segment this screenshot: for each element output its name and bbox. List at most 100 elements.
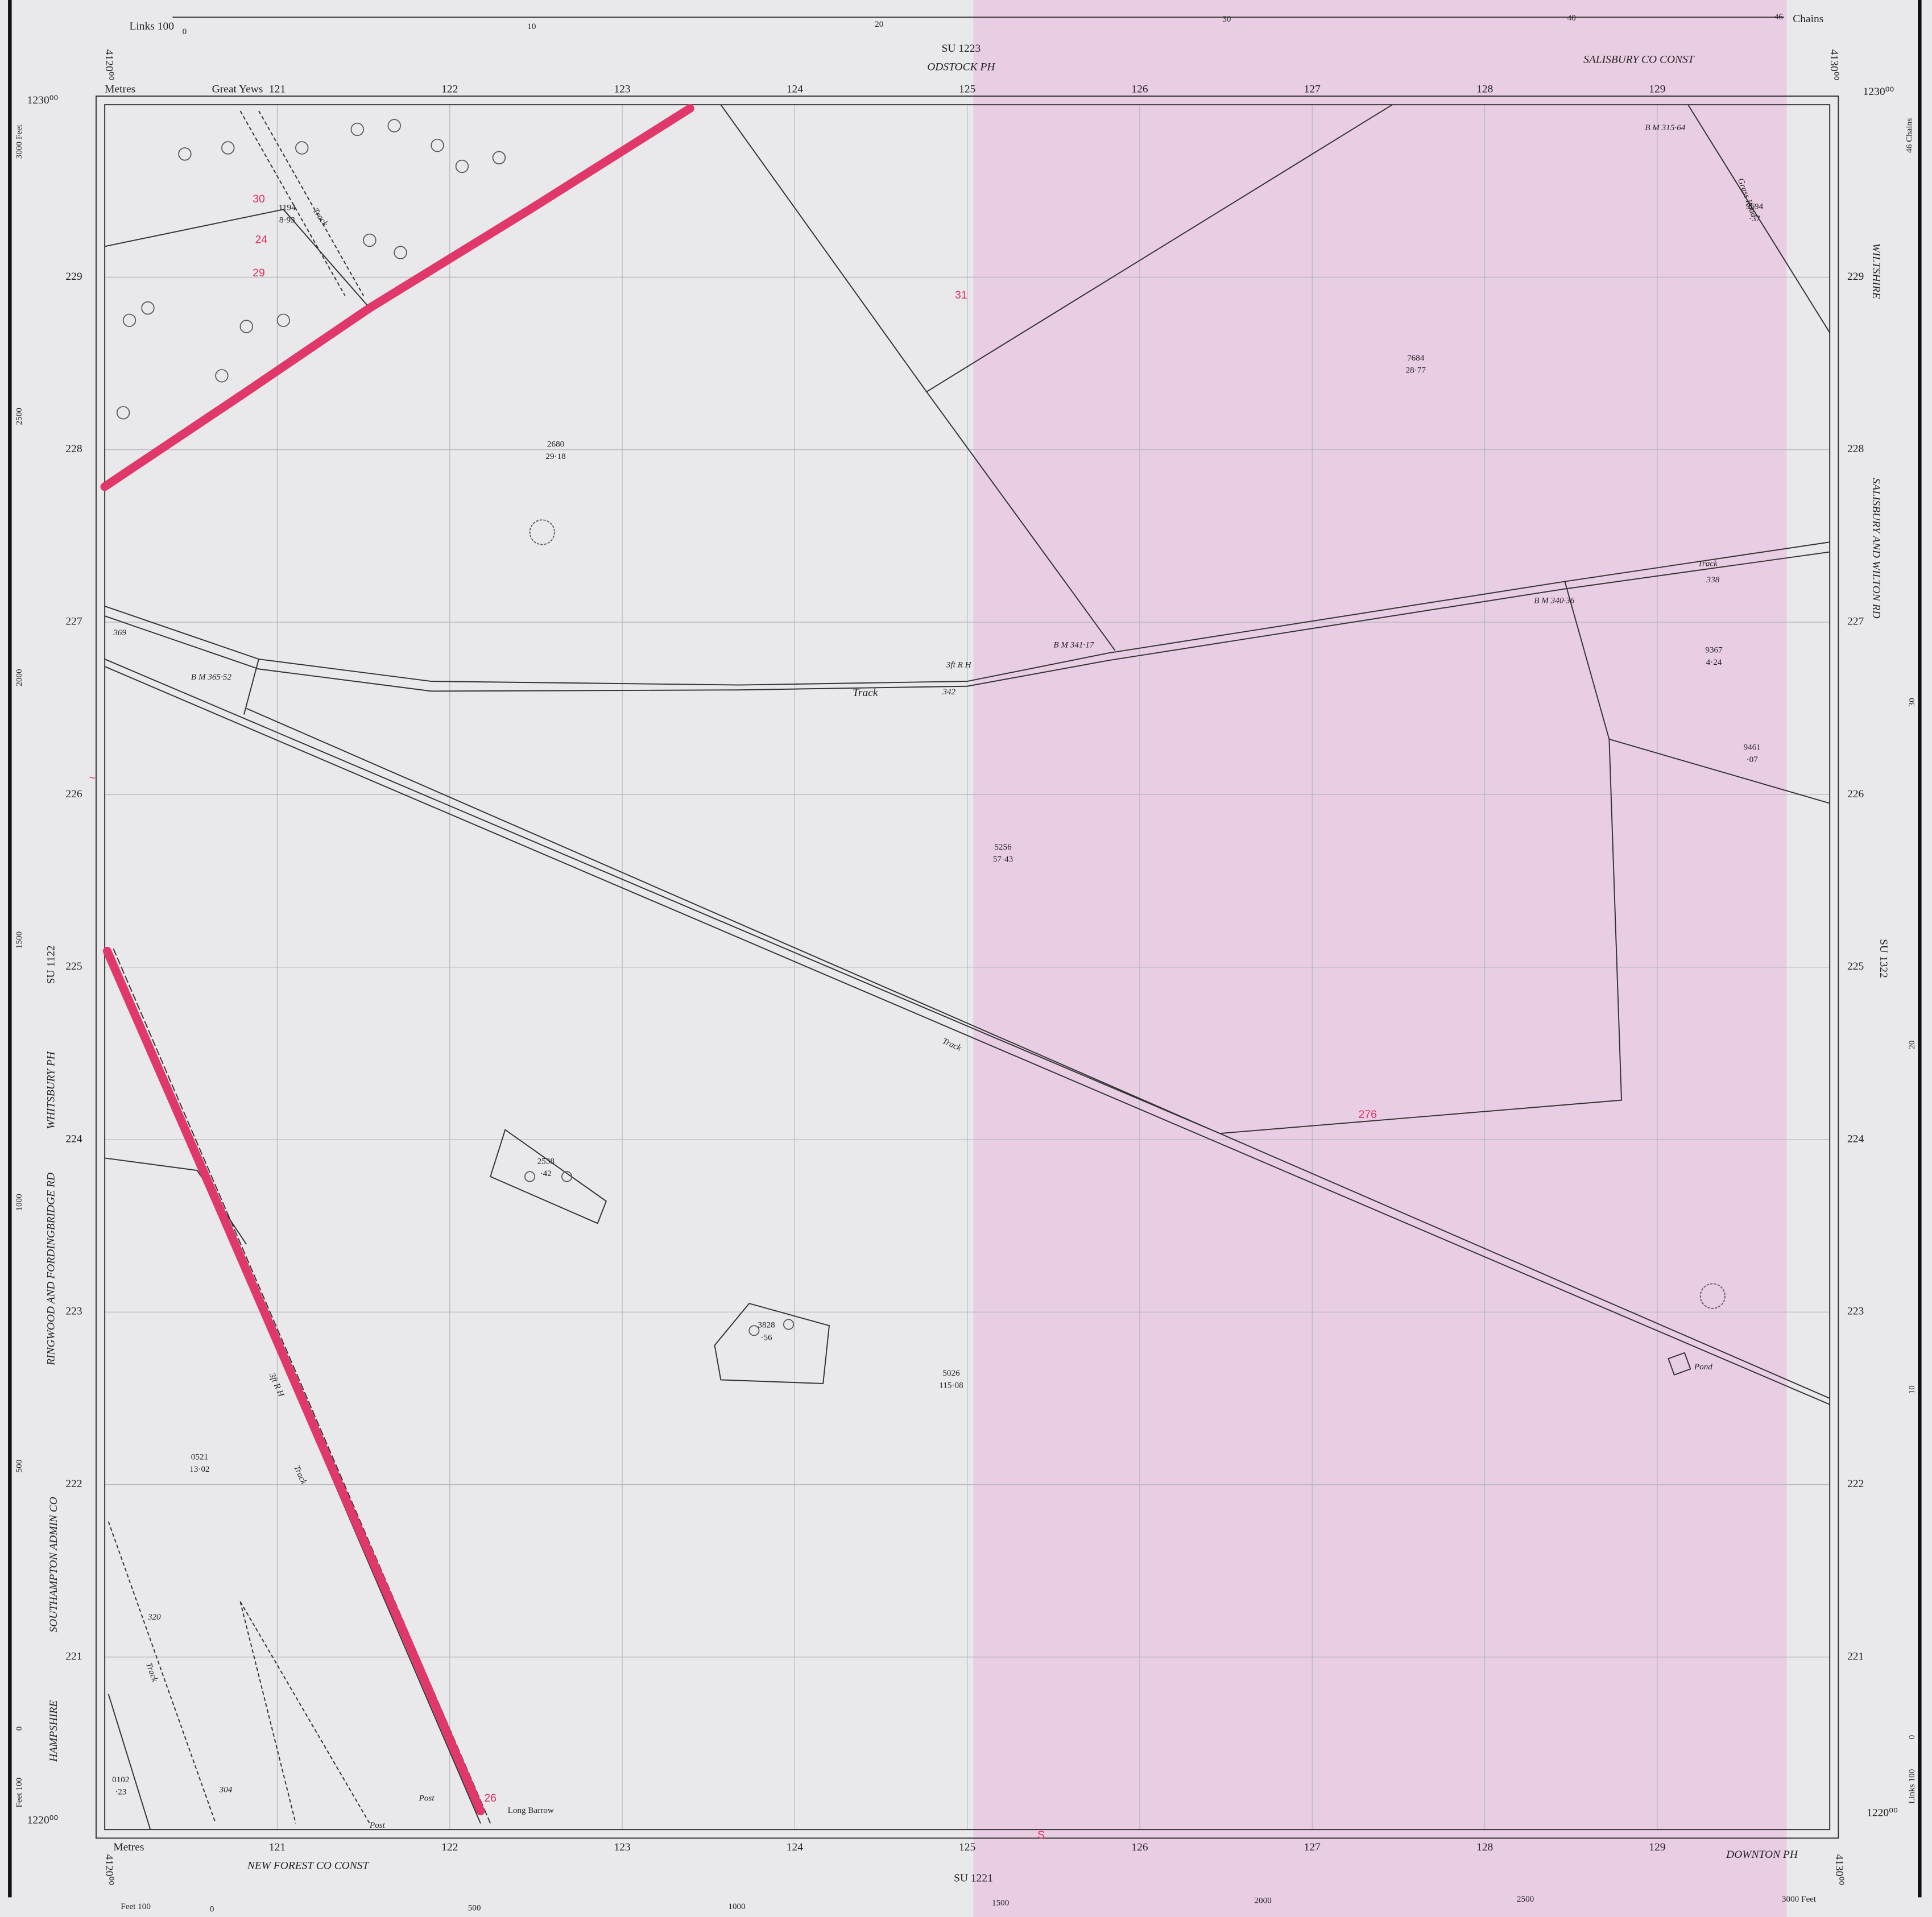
northing-label: 223 (65, 1306, 82, 1318)
scale-tick: 30 (1222, 14, 1231, 24)
highlight-overlay (973, 0, 1787, 1917)
northing-label: 221 (1847, 1650, 1864, 1662)
parcel-area: ·37 (1749, 214, 1761, 223)
scale-tick: 1000 (728, 1902, 745, 1911)
easting-label: 129 (1649, 1841, 1665, 1853)
scale-tick: 0 (1907, 1735, 1917, 1740)
handwritten-mark: S (1037, 1829, 1045, 1841)
parcel-number: 0102 (112, 1775, 129, 1784)
parcels: 1194 8·93 2680 29·18 7684 28·77 5256 57·43 9367 4… (112, 201, 1763, 1796)
northing-label: 224 (1847, 1133, 1864, 1145)
scale-label: 3000 Feet (14, 124, 24, 159)
scale-tick: 2000 (14, 669, 24, 686)
outer-frame (96, 96, 1839, 1839)
parish-label: WHITSBURY PH (45, 1051, 57, 1129)
parish-label: ODSTOCK PH (927, 61, 995, 73)
scale-tick: 0 (210, 1904, 214, 1914)
parcel-area: 57·43 (993, 855, 1013, 864)
northing-label: 227 (65, 616, 82, 628)
scale-tick: 20 (875, 19, 883, 29)
parcel-area: ·07 (1747, 755, 1759, 764)
northing-label: 221 (65, 1650, 82, 1662)
benchmark: B M 315·64 (1645, 123, 1686, 133)
parcel-number: 9694 (1746, 201, 1764, 211)
northing-label: 228 (1847, 443, 1864, 455)
scale-tick: 2000 (1254, 1895, 1271, 1905)
feature-label: Post (369, 1820, 386, 1830)
corner-label: 4120⁰⁰ (103, 49, 115, 81)
easting-label: 122 (441, 84, 458, 96)
easting-label: 125 (959, 1841, 975, 1853)
parcel-number: 3828 (758, 1320, 775, 1330)
easting-label: 121 (269, 84, 286, 96)
scale-tick: 20 (1907, 1041, 1917, 1049)
sheet-label: SU 1221 (954, 1872, 993, 1884)
parcel-area: 115·08 (939, 1381, 963, 1390)
parcel-area: ·23 (115, 1787, 126, 1797)
handwritten-number: 26 (484, 1792, 497, 1804)
track-label: Track (1698, 559, 1718, 569)
scale-tick: 2500 (14, 408, 24, 425)
parcel-number: 1194 (279, 203, 296, 213)
easting-label: 124 (787, 84, 803, 96)
sheet-label: SU 1322 (1877, 939, 1889, 978)
scale-tick: 0 (14, 1726, 24, 1731)
northing-label: 229 (1847, 271, 1864, 283)
map-frame (104, 104, 1831, 1831)
label: Links 100 (129, 20, 173, 32)
northing-label: 227 (1847, 616, 1864, 628)
place-label: Great Yews (212, 84, 263, 96)
feature-label: Pond (1694, 1362, 1712, 1372)
field-boundaries (104, 104, 1831, 1830)
corner-label: 1220⁰⁰ (1867, 1807, 1898, 1819)
scale-tick: 500 (14, 1460, 24, 1473)
spot-height: 304 (219, 1784, 233, 1794)
corner-label: 4130⁰⁰ (1828, 49, 1840, 81)
easting-label: 127 (1304, 1841, 1321, 1853)
scale-tick: 1500 (992, 1898, 1009, 1908)
corner-label: 4120⁰⁰ (103, 1854, 115, 1886)
benchmark: B M 341·17 (1053, 640, 1095, 650)
track-label: Track (853, 687, 878, 699)
northing-label: 226 (65, 788, 82, 800)
parcel-number: 7684 (1407, 353, 1425, 363)
easting-label: 128 (1476, 84, 1493, 96)
northing-label: 223 (1847, 1306, 1864, 1318)
grid: 121 121 122 122 123 123 124 124 125 125 126 126 127 1… (65, 84, 1864, 1854)
northing-label: 226 (1847, 788, 1864, 800)
district-label: RINGWOOD AND FORDINGBRIDGE RD (45, 1173, 57, 1366)
corner-label: 4130⁰⁰ (1833, 1854, 1845, 1886)
corner-label: 1220⁰⁰ (27, 1814, 59, 1826)
spot-height: 320 (147, 1612, 161, 1622)
scale-label: 3000 Feet (1782, 1894, 1817, 1904)
parcel-number: 5256 (994, 842, 1012, 852)
scale-tick: 30 (1907, 698, 1917, 706)
parcel-number: 9461 (1744, 743, 1761, 752)
easting-label: 123 (614, 84, 630, 96)
sheet-label: SU 1122 (45, 945, 57, 984)
scale-label: Feet 100 (14, 1778, 24, 1808)
constituency-label: NEW FOREST CO CONST (247, 1860, 370, 1872)
constituency-label: SALISBURY CO CONST (1583, 54, 1695, 66)
handwritten-mark: ~ (89, 772, 96, 784)
feature-label: 3ft R H (946, 660, 972, 669)
district-label: SALISBURY AND WILTON RD (1870, 478, 1882, 619)
antiquity-label: Long Barrow (508, 1806, 554, 1815)
scale-tick: 500 (468, 1903, 481, 1912)
northing-label: 222 (1847, 1478, 1864, 1490)
handwritten-number: 24 (255, 234, 267, 246)
label: Metres (105, 84, 135, 96)
easting-label: 129 (1649, 84, 1665, 96)
parcel-number: 5026 (942, 1368, 960, 1378)
scale-tick: 2500 (1517, 1894, 1534, 1904)
easting-label: 123 (614, 1841, 630, 1853)
parcel-number: 0521 (191, 1452, 208, 1461)
scale-tick: 40 (1567, 13, 1576, 23)
parcel-area: 4·24 (1706, 657, 1722, 667)
easting-label: 122 (441, 1841, 458, 1853)
benchmark: B M 365·52 (191, 672, 232, 682)
easting-label: 127 (1304, 84, 1321, 96)
scale-label: Feet 100 (121, 1902, 151, 1911)
easting-label: 126 (1131, 84, 1148, 96)
parcel-area: 8·93 (279, 215, 295, 225)
